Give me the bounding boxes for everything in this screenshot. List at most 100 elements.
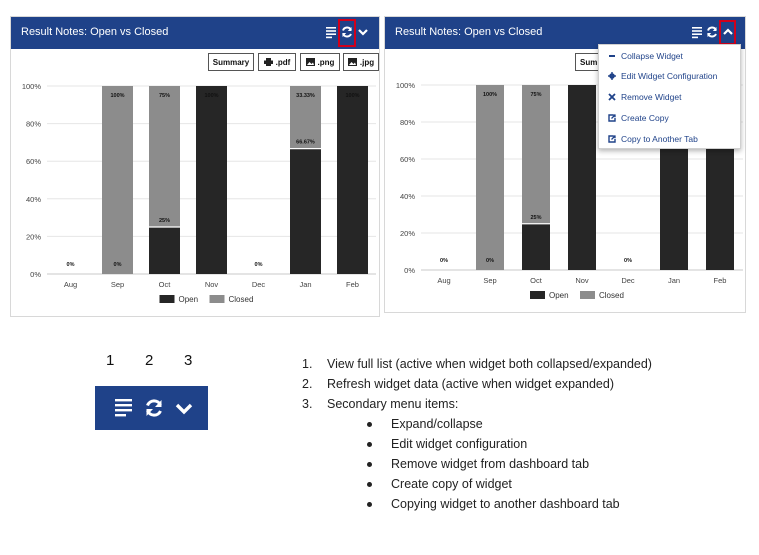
refresh-highlight [338, 19, 356, 47]
create-copy-item[interactable]: Create Copy [599, 108, 740, 128]
refresh-icon[interactable] [144, 397, 164, 424]
legend-label-closed: Closed [229, 295, 254, 304]
bar-open [149, 227, 180, 274]
png-label: .png [317, 57, 335, 67]
summary-label: Sum [580, 57, 598, 67]
secondary-menu: Collapse Widget Edit Widget Configuratio… [598, 44, 741, 149]
sub-list-text: Edit widget configuration [391, 437, 528, 451]
image-icon [347, 58, 357, 66]
x-icon [604, 93, 620, 101]
data-label-closed: 75% [530, 92, 541, 98]
y-tick-label: 80% [400, 118, 415, 127]
left-widget: Result Notes: Open vs Closed Summary .pd… [10, 16, 380, 317]
sub-list-text: Copying widget to another dashboard tab [391, 497, 620, 511]
legend-swatch-open [530, 291, 545, 299]
y-tick-label: 80% [26, 120, 41, 129]
callout-number: 1 [106, 352, 115, 369]
menu-item-label: Remove Widget [621, 92, 682, 102]
chevron-down-icon[interactable] [174, 397, 194, 424]
y-tick-label: 20% [400, 229, 415, 238]
summary-button[interactable]: Summary [208, 53, 254, 71]
export-icon [604, 135, 620, 143]
bar-closed [522, 85, 550, 224]
refresh-icon[interactable] [706, 25, 720, 41]
list-number: 2. [302, 377, 313, 391]
sub-list-text: Remove widget from dashboard tab [391, 457, 590, 471]
gear-icon [604, 72, 620, 80]
x-tick-label: Nov [575, 276, 589, 285]
png-button[interactable]: .png [300, 53, 340, 71]
list-icon[interactable] [114, 397, 134, 424]
menu-item-label: Edit Widget Configuration [621, 71, 718, 81]
widget-header: Result Notes: Open vs Closed [385, 17, 745, 49]
stacked-bar-chart: 0% 20% 40% 60% 80% 100% Aug 0% Sep 0% 100% Oct 25% 75… [22, 82, 376, 304]
bullet [367, 462, 372, 467]
pdf-label: .pdf [275, 57, 291, 67]
legend-swatch-closed [209, 295, 225, 303]
callout-number: 3 [184, 352, 193, 369]
export-icon [604, 114, 620, 122]
data-label-closed: 75% [159, 93, 170, 99]
list-text: Refresh widget data (active when widget … [327, 377, 614, 391]
bullet [367, 482, 372, 487]
bar-open [660, 146, 688, 270]
data-label-open: 0% [255, 262, 263, 268]
refresh-icon[interactable] [341, 25, 355, 41]
bar-open [522, 223, 550, 270]
list-number: 1. [302, 357, 313, 371]
y-tick-label: 60% [400, 155, 415, 164]
menu-item-label: Collapse Widget [621, 51, 683, 61]
left-chart: 0% 20% 40% 60% 80% 100% Aug 0% Sep 0% 100% Oct 25% 75… [11, 77, 379, 315]
minus-icon [604, 52, 620, 60]
x-tick-label: Feb [714, 276, 727, 285]
x-tick-label: Aug [64, 280, 77, 289]
edit-widget-configuration-item[interactable]: Edit Widget Configuration [599, 66, 740, 86]
sub-list-text: Create copy of widget [391, 477, 512, 491]
bar-open [337, 86, 368, 274]
widget-header: Result Notes: Open vs Closed [11, 17, 379, 49]
x-tick-label: Dec [252, 280, 266, 289]
y-tick-label: 20% [26, 232, 41, 241]
data-label-closed: 100% [483, 92, 497, 98]
data-label-closed: 100% [204, 93, 218, 99]
data-label-open: 66.67% [296, 140, 315, 146]
legend-label-open: Open [549, 291, 569, 300]
bar-closed [290, 86, 321, 149]
summary-button[interactable]: Sum [575, 53, 605, 71]
data-label-open: 0% [486, 258, 494, 264]
data-label-closed: 33.33% [296, 93, 315, 99]
copy-to-another-tab-item[interactable]: Copy to Another Tab [599, 129, 740, 149]
enlarged-header-icons [95, 386, 208, 430]
list-text: Secondary menu items: [327, 397, 459, 411]
jpg-button[interactable]: .jpg [343, 53, 379, 71]
summary-label: Summary [212, 57, 250, 67]
x-tick-label: Dec [621, 276, 635, 285]
y-tick-label: 60% [26, 157, 41, 166]
bar-open [568, 85, 596, 270]
list-icon[interactable] [325, 25, 339, 41]
x-tick-label: Aug [437, 276, 450, 285]
x-tick-label: Nov [205, 280, 219, 289]
x-tick-label: Sep [483, 276, 496, 285]
widget-title: Result Notes: Open vs Closed [21, 26, 169, 38]
remove-widget-item[interactable]: Remove Widget [599, 87, 740, 107]
data-label-open: 0% [440, 258, 448, 264]
chevron-down-icon[interactable] [357, 25, 371, 41]
jpg-label: .jpg [359, 57, 375, 67]
x-tick-label: Feb [346, 280, 359, 289]
data-label-open: 0% [114, 262, 122, 268]
chevron-up-icon[interactable] [722, 25, 736, 41]
widget-title: Result Notes: Open vs Closed [395, 26, 543, 38]
right-widget: Result Notes: Open vs Closed Sum 0% 20% 40… [384, 16, 746, 313]
x-tick-label: Jan [299, 280, 311, 289]
list-icon[interactable] [691, 25, 705, 41]
collapse-widget-item[interactable]: Collapse Widget [599, 46, 740, 66]
pdf-button[interactable]: .pdf [258, 53, 296, 71]
bar-closed [102, 86, 133, 274]
list-text: View full list (active when widget both … [327, 357, 652, 371]
menu-item-label: Copy to Another Tab [621, 134, 698, 144]
chevron-highlight [719, 20, 736, 45]
data-label-open: 25% [530, 215, 541, 221]
y-tick-label: 40% [400, 192, 415, 201]
bullet [367, 502, 372, 507]
